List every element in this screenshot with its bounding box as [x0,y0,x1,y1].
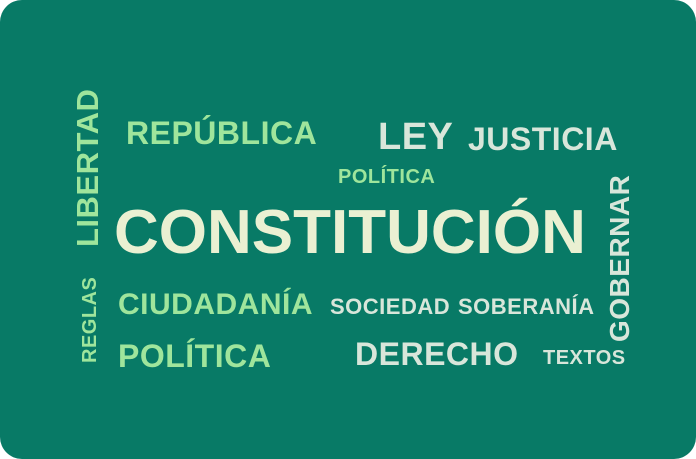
word-politica-small: POLÍTICA [338,166,436,188]
word-ley: LEY [378,116,454,158]
word-republica: REPÚBLICA [126,115,318,151]
word-textos: TEXTOS [543,347,626,369]
word-gobernar: GOBERNAR [604,174,635,342]
word-constitucion: CONSTITUCIÓN [114,198,586,267]
word-libertad: LIBERTAD [70,88,105,247]
word-politica: POLÍTICA [118,338,272,374]
word-ciudadania: CIUDADANÍA [118,288,313,321]
word-derecho: DERECHO [355,336,519,372]
word-sociedad: SOCIEDAD [330,294,451,319]
word-reglas: REGLAS [79,276,101,363]
word-justicia: JUSTICIA [468,121,618,157]
word-soberania: SOBERANÍA [458,294,595,319]
